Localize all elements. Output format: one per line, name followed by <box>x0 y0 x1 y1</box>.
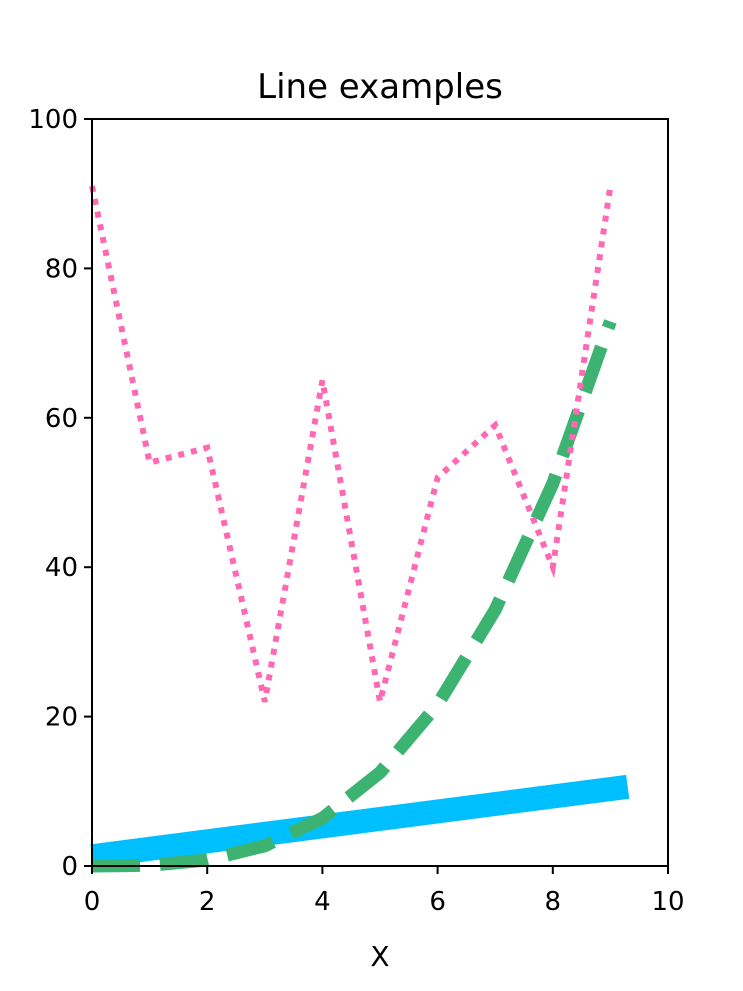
x-tick-label: 2 <box>199 887 216 917</box>
x-tick-label: 4 <box>314 887 331 917</box>
plot-frame <box>91 118 669 867</box>
y-tick-label: 0 <box>61 852 78 882</box>
series-line-solid <box>90 774 630 869</box>
x-axis-label: X <box>370 940 389 973</box>
x-axis: 0 2 4 6 8 10 <box>84 866 685 917</box>
chart-title: Line examples <box>257 67 503 107</box>
series-line-dotted <box>89 185 614 703</box>
y-axis: 0 20 40 60 80 100 <box>28 105 92 882</box>
y-tick-label: 80 <box>45 254 78 284</box>
x-tick-label: 10 <box>651 887 684 917</box>
series-line-dashed <box>91 319 617 873</box>
y-tick-label: 60 <box>45 404 78 434</box>
x-tick-label: 0 <box>84 887 101 917</box>
y-tick-label: 40 <box>45 553 78 583</box>
x-tick-label: 6 <box>429 887 446 917</box>
series-layer <box>89 185 630 873</box>
y-tick-label: 100 <box>28 105 78 135</box>
y-tick-label: 20 <box>45 703 78 733</box>
x-tick-label: 8 <box>545 887 562 917</box>
